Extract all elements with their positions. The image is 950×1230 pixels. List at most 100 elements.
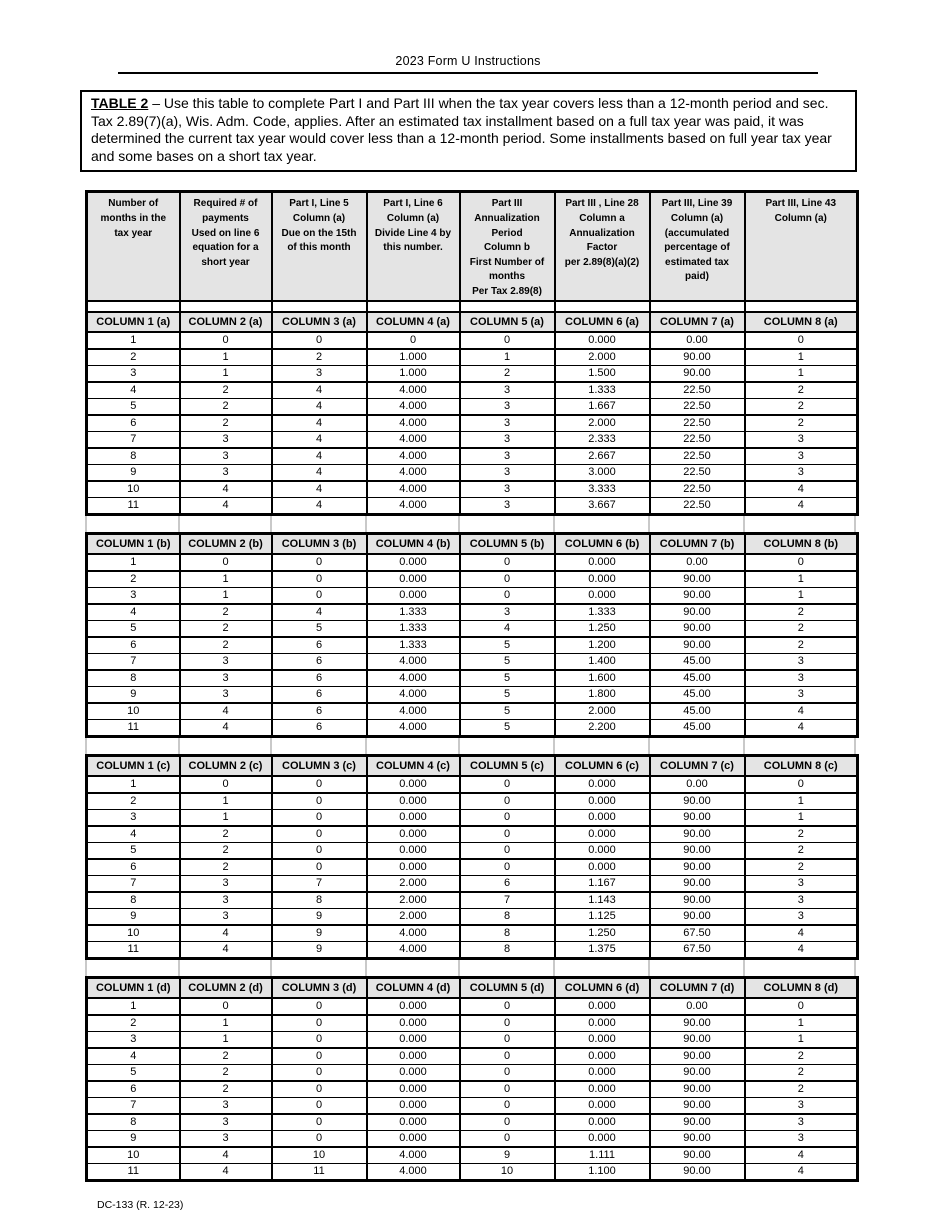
cell-col5-a: 3 xyxy=(458,480,556,498)
cell-col7-c: 90.00 xyxy=(648,825,746,843)
cell-col5-a: 3 xyxy=(458,447,556,465)
cell-col8-c: 1 xyxy=(743,792,859,810)
cell-col3-d: 10 xyxy=(270,1146,368,1164)
cell-col4-c: 0.000 xyxy=(365,775,461,794)
spacer-cell xyxy=(178,300,273,313)
cell-col5-d: 0 xyxy=(458,1047,556,1065)
cell-col3-d: 0 xyxy=(270,1031,368,1049)
cell-col1-c: 9 xyxy=(85,908,181,926)
column-header-1-d: COLUMN 1 (d) xyxy=(85,976,181,999)
table-row: 5 2 5 1.333 4 1.250 90.00 2 xyxy=(85,620,859,638)
cell-col6-d: 0.000 xyxy=(553,1031,651,1049)
cell-col4-d: 0.000 xyxy=(365,997,461,1016)
cell-col1-a: 6 xyxy=(85,414,181,432)
cell-col7-b: 90.00 xyxy=(648,587,746,605)
cell-col8-b: 3 xyxy=(743,653,859,671)
cell-col2-c: 3 xyxy=(178,908,273,926)
table-row: 10 4 10 4.000 9 1.111 90.00 4 xyxy=(85,1146,859,1164)
cell-col5-d: 0 xyxy=(458,1031,556,1049)
cell-col6-d: 0.000 xyxy=(553,1097,651,1115)
cell-col5-b: 0 xyxy=(458,553,556,572)
column-header-5-d: COLUMN 5 (d) xyxy=(458,976,556,999)
cell-col7-a: 22.50 xyxy=(648,464,746,482)
table-row: 8 3 0 0.000 0 0.000 90.00 3 xyxy=(85,1113,859,1131)
cell-col4-a: 0 xyxy=(365,331,461,350)
cell-col4-d: 0.000 xyxy=(365,1130,461,1148)
table-row: 4 2 0 0.000 0 0.000 90.00 2 xyxy=(85,825,859,843)
cell-col6-b: 0.000 xyxy=(553,587,651,605)
column-header-2-a: COLUMN 2 (a) xyxy=(178,310,273,333)
cell-col4-c: 2.000 xyxy=(365,875,461,893)
cell-col3-b: 6 xyxy=(270,636,368,654)
cell-col4-a: 4.000 xyxy=(365,398,461,416)
cell-col6-c: 0.000 xyxy=(553,792,651,810)
cell-col5-b: 5 xyxy=(458,653,556,671)
cell-col6-c: 0.000 xyxy=(553,858,651,876)
column-header-2-c: COLUMN 2 (c) xyxy=(178,754,273,777)
cell-col1-c: 6 xyxy=(85,858,181,876)
cell-col4-c: 4.000 xyxy=(365,924,461,942)
table-row: 9 3 6 4.000 5 1.800 45.00 3 xyxy=(85,686,859,704)
form-number: DC-133 (R. 12-23) xyxy=(97,1198,184,1211)
cell-col2-b: 2 xyxy=(178,620,273,638)
cell-col4-a: 4.000 xyxy=(365,381,461,399)
cell-col8-a: 2 xyxy=(743,381,859,399)
cell-col5-c: 6 xyxy=(458,875,556,893)
installment-table-a: Number of months in the tax year Required… xyxy=(85,190,859,516)
cell-col3-d: 0 xyxy=(270,1113,368,1131)
cell-col5-d: 0 xyxy=(458,1130,556,1148)
column-header-1-b: COLUMN 1 (b) xyxy=(85,532,181,555)
cell-col8-b: 4 xyxy=(743,702,859,720)
cell-col8-b: 1 xyxy=(743,570,859,588)
cell-col6-a: 2.000 xyxy=(553,348,651,366)
column-header-3-a: COLUMN 3 (a) xyxy=(270,310,368,333)
cell-col5-a: 0 xyxy=(458,331,556,350)
spacer-cell xyxy=(458,300,556,313)
cell-col4-d: 4.000 xyxy=(365,1146,461,1164)
table-row: 3 1 0 0.000 0 0.000 90.00 1 xyxy=(85,1031,859,1049)
cell-col2-c: 2 xyxy=(178,825,273,843)
cell-col2-a: 0 xyxy=(178,331,273,350)
cell-col5-b: 0 xyxy=(458,570,556,588)
cell-col1-a: 3 xyxy=(85,365,181,383)
column-description-header-row: Number of months in the tax year Required… xyxy=(85,191,859,302)
cell-col8-c: 1 xyxy=(743,809,859,827)
spacer-cell xyxy=(648,300,746,313)
cell-col6-c: 0.000 xyxy=(553,809,651,827)
cell-col8-b: 1 xyxy=(743,587,859,605)
cell-col8-b: 4 xyxy=(743,719,859,738)
column-header-6-b: COLUMN 6 (b) xyxy=(553,532,651,555)
cell-col4-d: 0.000 xyxy=(365,1080,461,1098)
header-spacer-row xyxy=(85,300,859,313)
cell-col6-d: 1.100 xyxy=(553,1163,651,1182)
cell-col6-a: 1.500 xyxy=(553,365,651,383)
column-description-cell-3: Part I, Line 5 Column (a) Due on the 15t… xyxy=(270,191,368,302)
cell-col4-c: 0.000 xyxy=(365,792,461,810)
cell-col2-c: 1 xyxy=(178,792,273,810)
cell-col8-a: 3 xyxy=(743,464,859,482)
cell-col8-c: 2 xyxy=(743,858,859,876)
cell-col7-d: 90.00 xyxy=(648,1014,746,1032)
cell-col6-a: 2.000 xyxy=(553,414,651,432)
cell-col2-d: 1 xyxy=(178,1014,273,1032)
column-description-cell-6: Part III , Line 28 Column a Annualizatio… xyxy=(553,191,651,302)
installment-table-b: COLUMN 1 (b) COLUMN 2 (b) COLUMN 3 (b) COLU… xyxy=(85,531,859,738)
cell-col3-c: 8 xyxy=(270,891,368,909)
table-row: 1 0 0 0.000 0 0.000 0.00 0 xyxy=(85,775,859,794)
cell-col5-d: 9 xyxy=(458,1146,556,1164)
column-header-3-d: COLUMN 3 (d) xyxy=(270,976,368,999)
column-description-cell-7: Part III, Line 39 Column (a) (accumulate… xyxy=(648,191,746,302)
cell-col3-b: 4 xyxy=(270,603,368,621)
cell-col3-d: 0 xyxy=(270,1097,368,1115)
cell-col6-c: 1.167 xyxy=(553,875,651,893)
cell-col3-c: 9 xyxy=(270,908,368,926)
cell-col6-a: 3.333 xyxy=(553,480,651,498)
table2-intro-box: TABLE 2 – Use this table to complete Par… xyxy=(80,90,857,173)
cell-col2-a: 1 xyxy=(178,365,273,383)
cell-col4-b: 4.000 xyxy=(365,719,461,738)
cell-col8-d: 3 xyxy=(743,1130,859,1148)
table-row: 3 1 3 1.000 2 1.500 90.00 1 xyxy=(85,365,859,383)
table-row: 1 0 0 0.000 0 0.000 0.00 0 xyxy=(85,997,859,1016)
cell-col1-d: 8 xyxy=(85,1113,181,1131)
cell-col1-c: 2 xyxy=(85,792,181,810)
